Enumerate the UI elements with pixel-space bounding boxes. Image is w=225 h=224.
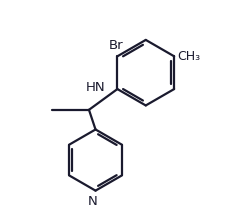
Text: N: N [87,196,97,209]
Text: CH₃: CH₃ [177,50,200,63]
Text: HN: HN [85,81,105,94]
Text: Br: Br [108,39,123,52]
